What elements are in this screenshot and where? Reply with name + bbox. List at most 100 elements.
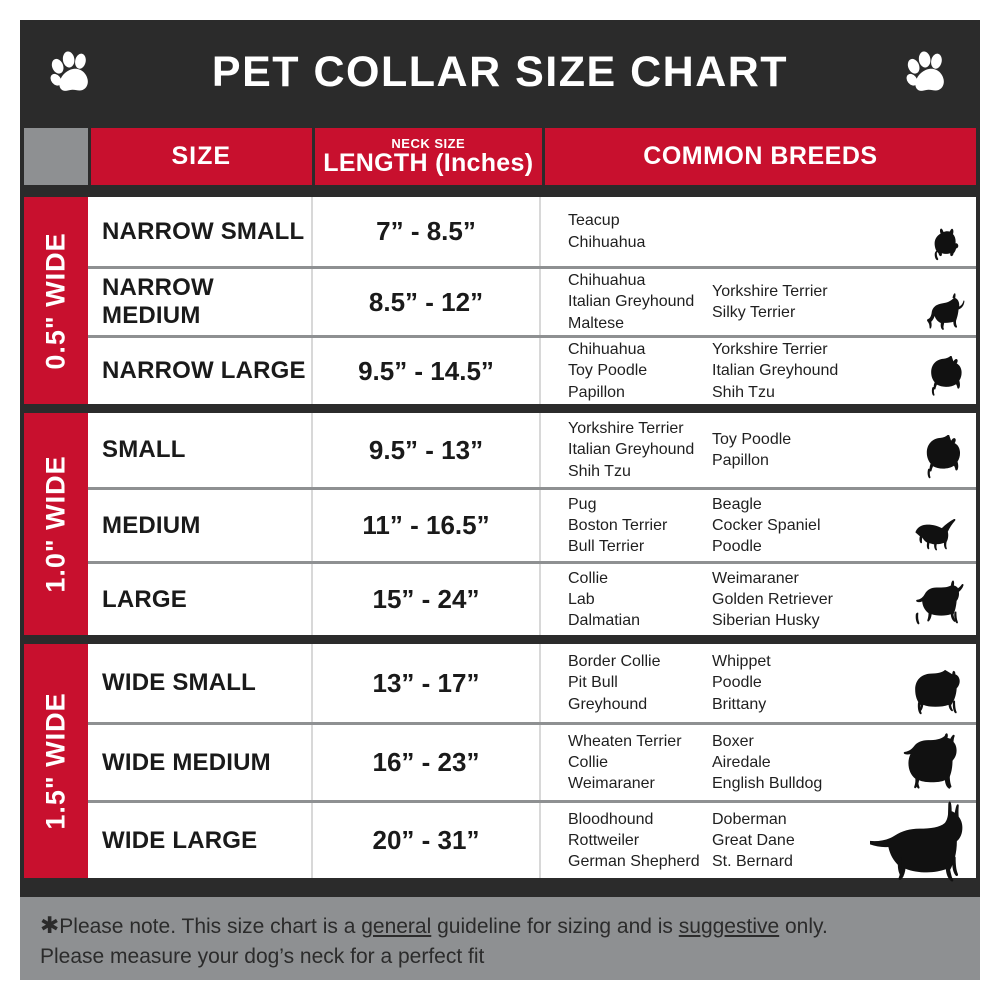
cell-size: WIDE LARGE: [88, 803, 313, 878]
breed-column-2: Beagle Cocker Spaniel Poodle: [712, 494, 821, 558]
cell-breeds: Yorkshire Terrier Italian Greyhound Shih T…: [541, 413, 976, 487]
breed-column-1: Wheaten Terrier Collie Weimaraner: [568, 731, 712, 795]
table-row[interactable]: WIDE LARGE 20” - 31” Bloodhound Rottweile…: [88, 800, 976, 882]
footer-underline-general: general: [361, 915, 432, 938]
breed-column-2: Weimaraner Golden Retriever Siberian Husky: [712, 568, 833, 632]
breed-name: Italian Greyhound: [568, 441, 695, 459]
header-length: NECK SIZE LENGTH (Inches): [314, 128, 542, 185]
paw-print-icon: [901, 46, 955, 100]
breed-name: Great Dane: [712, 831, 795, 849]
cell-breeds: Pug Boston Terrier Bull Terrier Beagle Cock…: [541, 490, 976, 561]
header-length-label: LENGTH (Inches): [323, 149, 534, 177]
group-label-text: 0.5" WIDE: [40, 231, 71, 370]
group-rows: NARROW SMALL 7” - 8.5” Teacup Chihuahua: [88, 197, 976, 404]
cell-breeds: Chihuahua Toy Poodle Papillon Yorkshire Te…: [541, 338, 976, 404]
husky-silhouette: [902, 577, 970, 633]
table-row[interactable]: NARROW LARGE 9.5” - 14.5” Chihuahua Toy P…: [88, 335, 976, 404]
table-row[interactable]: NARROW MEDIUM 8.5” - 12” Chihuahua Italia…: [88, 266, 976, 335]
breed-name: Boston Terrier: [568, 516, 668, 534]
header-common-breeds: COMMON BREEDS: [544, 128, 976, 185]
cell-length: 8.5” - 12”: [313, 269, 541, 335]
table-row[interactable]: LARGE 15” - 24” Collie Lab Dalmatian Weima…: [88, 561, 976, 635]
breed-name: Rottweiler: [568, 831, 640, 849]
breed-name: Teacup: [568, 212, 620, 230]
group-label-text: 1.5" WIDE: [40, 692, 71, 830]
breed-name: Pug: [568, 495, 597, 513]
breed-column-2: Boxer Airedale English Bulldog: [712, 731, 822, 795]
cell-length: 20” - 31”: [313, 803, 541, 878]
breed-column-1: Border Collie Pit Bull Greyhound: [568, 651, 712, 715]
breed-column-1: Chihuahua Toy Poodle Papillon: [568, 339, 712, 403]
breed-name: Whippet: [712, 653, 771, 671]
footer-line-2: Please measure your dog’s neck for a per…: [40, 945, 485, 969]
breed-name: Yorkshire Terrier: [712, 341, 828, 359]
table-row[interactable]: WIDE MEDIUM 16” - 23” Wheaten Terrier Col…: [88, 722, 976, 800]
breed-name: Chihuahua: [568, 272, 646, 290]
group-separator: [20, 635, 980, 644]
breed-name: Collie: [568, 569, 609, 587]
breed-name: Shih Tzu: [568, 462, 631, 480]
breed-name: Bull Terrier: [568, 538, 645, 556]
cell-size: SMALL: [88, 413, 313, 487]
breed-column-2: Toy Poodle Papillon: [712, 429, 791, 472]
group-label-1.0-wide: 1.0" WIDE: [24, 413, 88, 635]
group-1.0-wide: 1.0" WIDE SMALL 9.5” - 13” Yorkshire Ter…: [20, 413, 980, 635]
group-label-1.5-wide: 1.5" WIDE: [24, 644, 88, 878]
doberman-silhouette: [870, 800, 974, 886]
footer-text-c: only.: [779, 915, 828, 938]
header-neck-size-label: NECK SIZE: [391, 136, 466, 151]
page-title: PET COLLAR SIZE CHART: [211, 48, 789, 96]
group-label-text: 1.0" WIDE: [40, 455, 71, 593]
breed-name: Cocker Spaniel: [712, 516, 821, 534]
breed-name: Dalmatian: [568, 612, 641, 630]
breed-column-2: Doberman Great Dane St. Bernard: [712, 809, 795, 873]
breed-name: Maltese: [568, 314, 625, 332]
cell-breeds: Border Collie Pit Bull Greyhound Whippet Po…: [541, 644, 976, 722]
breed-column-1: Yorkshire Terrier Italian Greyhound Shih T…: [568, 418, 712, 482]
breed-name: Poodle: [712, 674, 762, 692]
cell-size: NARROW SMALL: [88, 197, 313, 266]
breed-name: Border Collie: [568, 653, 661, 671]
cell-breeds: Collie Lab Dalmatian Weimaraner Golden Retr…: [541, 564, 976, 635]
cell-breeds: Bloodhound Rottweiler German Shepherd Dobe…: [541, 801, 976, 882]
breed-name: German Shepherd: [568, 853, 700, 871]
footer-text-a: Please note. This size chart is a: [59, 915, 362, 938]
breed-name: Papillon: [712, 452, 769, 469]
breed-name: English Bulldog: [712, 775, 823, 793]
breed-column-1: Teacup Chihuahua: [568, 210, 712, 253]
table-row[interactable]: SMALL 9.5” - 13” Yorkshire Terrier Italia…: [88, 413, 976, 487]
breed-name: Yorkshire Terrier: [568, 420, 684, 438]
header-blank-cell: [24, 128, 88, 185]
group-rows: SMALL 9.5” - 13” Yorkshire Terrier Italia…: [88, 413, 976, 635]
group-separator: [20, 404, 980, 413]
breed-name: Chihuahua: [568, 233, 646, 251]
breed-name: Bloodhound: [568, 810, 654, 828]
cell-size: NARROW MEDIUM: [88, 269, 313, 335]
breed-column-2: Yorkshire Terrier Silky Terrier: [712, 281, 828, 324]
breed-name: Toy Poodle: [568, 362, 648, 380]
cell-length: 15” - 24”: [313, 564, 541, 635]
cell-breeds: Wheaten Terrier Collie Weimaraner Boxer Air…: [541, 725, 976, 800]
footer-text-b: guideline for sizing and is: [431, 915, 679, 938]
footer-underline-suggestive: suggestive: [678, 915, 780, 938]
breed-name: Lab: [568, 590, 595, 608]
table-row[interactable]: WIDE SMALL 13” - 17” Border Collie Pit Bu…: [88, 644, 976, 722]
breed-name: Italian Greyhound: [712, 362, 839, 380]
group-label-0.5-wide: 0.5" WIDE: [24, 197, 88, 404]
breed-column-1: Chihuahua Italian Greyhound Maltese: [568, 270, 712, 334]
cell-size: NARROW LARGE: [88, 338, 313, 404]
cell-length: 11” - 16.5”: [313, 490, 541, 561]
cell-breeds: Teacup Chihuahua: [541, 197, 976, 266]
cell-length: 9.5” - 14.5”: [313, 338, 541, 404]
table-row[interactable]: NARROW SMALL 7” - 8.5” Teacup Chihuahua: [88, 197, 976, 266]
breed-name: Collie: [568, 753, 609, 771]
breed-name: Yorkshire Terrier: [712, 282, 828, 300]
breed-column-1: Pug Boston Terrier Bull Terrier: [568, 494, 712, 558]
table-row[interactable]: MEDIUM 11” - 16.5” Pug Boston Terrier Bull…: [88, 487, 976, 561]
breed-name: Toy Poodle: [712, 430, 792, 448]
breed-column-1: Collie Lab Dalmatian: [568, 568, 712, 632]
pomeranian-silhouette: [916, 435, 970, 485]
header-size: SIZE: [90, 128, 312, 185]
chihuahua-silhouette: [920, 291, 970, 333]
